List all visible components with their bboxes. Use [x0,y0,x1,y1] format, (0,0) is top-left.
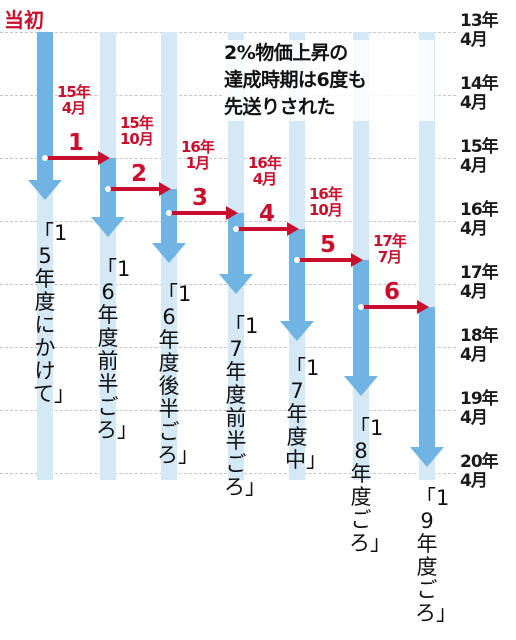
forecast-arrow-shaft [37,32,53,180]
forecast-target-label: 「18年度ごろ」 [349,416,391,555]
forecast-arrow-shaft [353,260,369,376]
postponement-origin-dot [105,186,111,192]
forecast-arrow-shaft [289,229,305,321]
postponement-arrow-head [226,206,238,220]
postponement-date: 15年 10月 [120,114,154,148]
timeline-label: 18年 4月 [460,327,516,365]
timeline-month: 4月 [460,471,488,491]
postponement-number: 5 [319,232,336,258]
postponement-number: 6 [383,279,400,305]
postponement-arrow-line [299,258,351,262]
timeline-month: 4月 [460,93,488,113]
timeline-year: 15年 [460,137,499,157]
postponement-year: 15年 [120,114,154,132]
postponement-arrow-line [171,211,226,215]
headline-line: 2%物価上昇の [224,42,348,64]
forecast-arrow-head [152,243,186,263]
forecast-target-label: 「16年度前半ごろ」 [96,257,138,442]
timeline-month: 4月 [460,219,488,239]
timeline-month: 4月 [460,30,488,50]
postponement-arrow-line [363,305,417,309]
forecast-arrow-head [219,274,253,294]
postponement-number: 2 [130,161,147,187]
forecast-arrow-head [344,376,378,396]
timeline-label: 15年 4月 [460,138,516,176]
postponement-arrow-head [98,151,110,165]
forecast-target-label: 「15年度にかけて」 [33,221,75,406]
postponement-arrow-head [287,222,299,236]
headline-line: 達成時期は6度も [224,69,367,91]
timeline-label: 20年 4月 [460,453,516,491]
forecast-target-label: 「16年度後半ごろ」 [157,282,199,467]
timeline-label: 13年 4月 [460,12,516,50]
forecast-target-label: 「19年度ごろ」 [415,486,457,625]
postponement-arrow-head [417,300,429,314]
postponement-date: 16年 1月 [181,138,215,172]
postponement-arrow-head [159,182,171,196]
postponement-month: 10月 [309,201,343,219]
postponement-year: 16年 [309,185,343,203]
postponement-year: 16年 [248,154,282,172]
headline-line: 先送りされた [224,96,336,118]
postponement-month: 4月 [61,99,86,117]
postponement-year: 16年 [181,138,215,156]
postponement-number: 3 [191,185,208,211]
timeline-label: 19年 4月 [460,390,516,428]
forecast-arrow-shaft [419,307,435,447]
forecast-arrow-shaft [228,213,244,274]
postponement-origin-dot [166,210,172,216]
timeline-year: 18年 [460,326,499,346]
headline: 2%物価上昇の 達成時期は6度も 先送りされた [224,40,434,121]
forecast-arrow-head [410,447,444,467]
postponement-origin-dot [358,304,364,310]
postponement-arrow-line [238,227,287,231]
forecast-track [100,32,116,480]
timeline-year: 19年 [460,389,499,409]
start-label: 当初 [4,8,44,32]
postponement-number: 4 [258,201,275,227]
timeline-month: 4月 [460,345,488,365]
forecast-arrow-head [91,217,125,237]
postponement-origin-dot [294,257,300,263]
forecast-arrow-head [28,180,62,200]
postponement-arrow-head [351,253,363,267]
forecast-arrow-head [280,321,314,341]
postponement-year: 17年 [373,232,407,250]
timeline-year: 16年 [460,200,499,220]
postponement-month: 1月 [185,154,210,172]
timeline-month: 4月 [460,408,488,428]
forecast-arrow-shaft [161,189,177,243]
timeline-label: 17年 4月 [460,264,516,302]
postponement-month: 4月 [252,170,277,188]
postponement-date: 16年 10月 [309,185,343,219]
timeline-month: 4月 [460,282,488,302]
postponement-number: 1 [67,130,84,156]
postponement-year: 15年 [57,83,91,101]
postponement-arrow-line [110,187,159,191]
timeline-label: 14年 4月 [460,75,516,113]
timeline-year: 13年 [460,11,499,31]
postponement-origin-dot [42,155,48,161]
postponement-month: 7月 [377,248,402,266]
timeline-year: 14年 [460,74,499,94]
postponement-date: 16年 4月 [248,154,282,188]
forecast-target-label: 「17年度前半ごろ」 [224,314,266,499]
timeline-month: 4月 [460,156,488,176]
postponement-date: 17年 7月 [373,232,407,266]
timeline-year: 17年 [460,263,499,283]
postponement-origin-dot [233,226,239,232]
forecast-target-label: 「17年度中」 [285,356,327,472]
timeline-year: 20年 [460,452,499,472]
postponement-date: 15年 4月 [57,83,91,117]
postponement-month: 10月 [120,130,154,148]
postponement-arrow-line [47,156,98,160]
timeline-label: 16年 4月 [460,201,516,239]
